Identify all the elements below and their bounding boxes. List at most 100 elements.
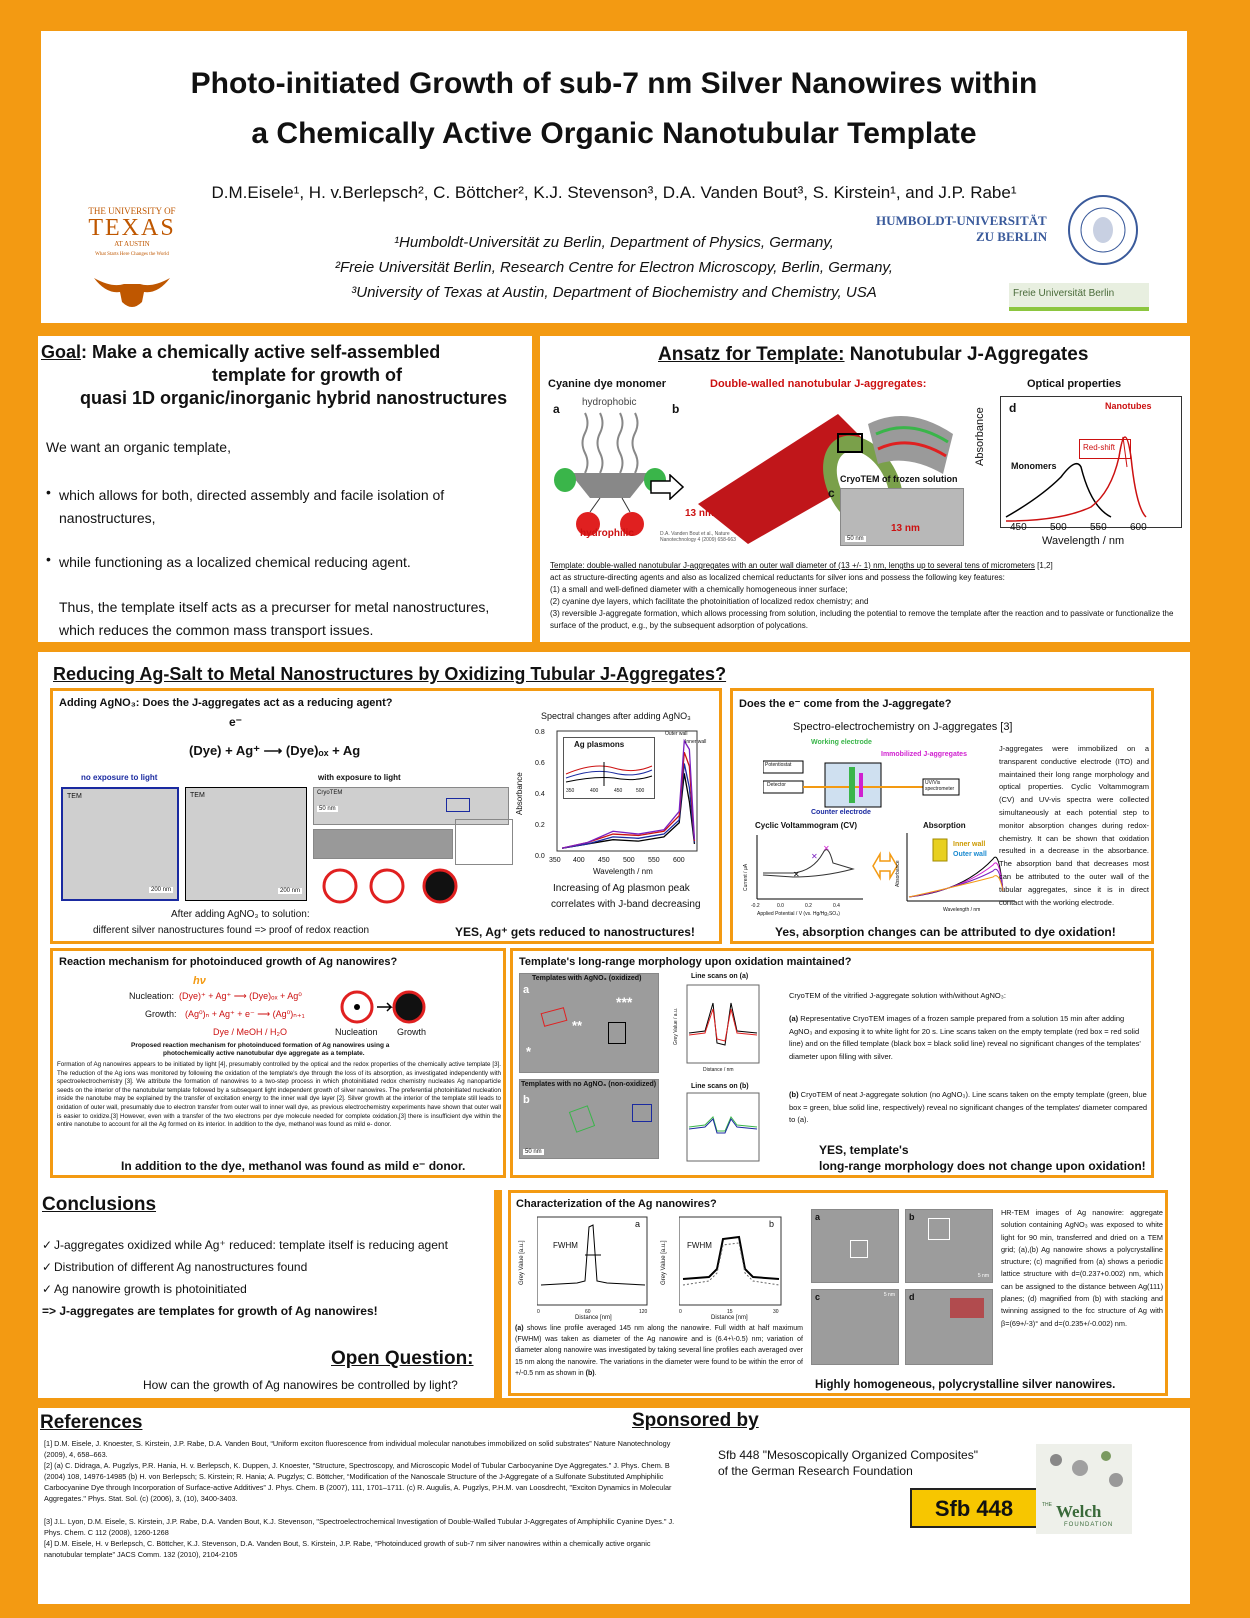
morph-b-text: (b) CryoTEM of neat J-aggregate solution…	[789, 1090, 1148, 1124]
conclusions-heading: Conclusions	[42, 1194, 157, 1215]
spec-ytick-3: 0.6	[535, 760, 545, 767]
check-icon-3: ✓	[42, 1282, 53, 1296]
cv-xlabel: Applied Potential / V (vs. Hg/Hg₂SO₄)	[757, 911, 840, 917]
reducing-panel: Reducing Ag-Salt to Metal Nanostructures…	[38, 652, 1190, 1190]
affiliation-3: ³University of Texas at Austin, Departme…	[351, 284, 877, 301]
lattice-markers	[950, 1298, 984, 1318]
char-b-xtick-5: 15	[727, 1309, 733, 1315]
ag-plasmon-inset-curves	[565, 762, 653, 786]
mechanism-title: Reaction mechanism for photoinduced grow…	[59, 956, 398, 968]
counter-electrode-label: Counter electrode	[811, 809, 871, 816]
absorption-label: Absorption	[923, 821, 966, 830]
cryotem-zoom-image	[313, 829, 453, 859]
header-panel: Photo-initiated Growth of sub-7 nm Silve…	[38, 28, 1190, 326]
nucleation-equation: (Dye)⁺ + Ag⁺ ⟶ (Dye)ₒₓ + Ag⁰	[179, 991, 302, 1001]
adding-agno3-box: Adding AgNO₃: Does the J-aggregates act …	[50, 688, 722, 944]
hrtem-image-c: c 5 nm	[811, 1289, 899, 1365]
cryotem-oxidized-image: Templates with AgNO₃ (oxidized) a *** **…	[519, 973, 659, 1073]
arrow-right-icon	[650, 474, 684, 500]
mechanism-conclusion: In addition to the dye, methanol was fou…	[121, 1159, 466, 1173]
increasing-line1: Increasing of Ag plasmon peak	[553, 883, 690, 894]
blue-box	[632, 1104, 652, 1122]
fwhm-label-b: FWHM	[687, 1241, 712, 1250]
cv-xtick-0: -0.2	[751, 903, 760, 909]
absorption-chart	[906, 833, 1015, 902]
affiliation-2: ²Freie Universität Berlin, Research Cent…	[335, 259, 893, 276]
cv-ylabel: Current / μA	[743, 863, 749, 891]
open-question-heading: Open Question:	[331, 1348, 474, 1369]
hrtem-zoom-box-a	[850, 1240, 868, 1258]
spectrum-series-0	[561, 773, 696, 849]
double-arrow-icon	[872, 851, 898, 881]
morph-ylabel: Grey Value / a.u.	[673, 1007, 679, 1045]
cyanine-monomer-diagram	[554, 412, 666, 536]
cryotem-image-with-light: CryoTEM 50 nm	[313, 787, 509, 825]
references-panel: References [1] D.M. Eisele, J. Knoester,…	[38, 1408, 1190, 1604]
label-double-walled: Double-walled nanotubular J-aggregates:	[710, 378, 927, 390]
cv-xtick-3: 0.4	[833, 903, 840, 909]
cryotem-image: 50 nm 13 nm	[840, 488, 964, 546]
spec-ytick-2: 0.4	[535, 791, 545, 798]
line-scans-b-label: Line scans on (b)	[691, 1083, 749, 1090]
humboldt-seal-icon	[1068, 195, 1138, 265]
morphology-box: Template's long-range morphology upon ox…	[510, 948, 1154, 1178]
char-a-xtick-0: 0	[537, 1309, 540, 1315]
cv-label: Cyclic Voltammogram (CV)	[755, 821, 858, 830]
nucleation-growth-diagram	[340, 990, 426, 1024]
spectro-title: Spectro-electrochemistry on J-aggregates…	[793, 721, 1013, 733]
line-scan-b-chart	[686, 1092, 760, 1162]
spec-ylabel: Absorbance	[515, 772, 524, 815]
fu-berlin-logo: Freie Universität Berlin	[1009, 283, 1149, 311]
ansatz-panel: Ansatz for Template: Nanotubular J-Aggre…	[540, 336, 1190, 642]
goal-heading-line3: quasi 1D organic/inorganic hybrid nanost…	[80, 388, 508, 408]
line-scan-a-chart	[686, 984, 760, 1064]
spec-xlabel: Wavelength / nm	[593, 867, 653, 876]
char-xlabel-b: Distance [nm]	[711, 1315, 748, 1321]
char-ylabel-b: Grey Value [a.u.]	[661, 1240, 667, 1285]
welch-foundation-logo: THE Welch FOUNDATION	[1036, 1444, 1132, 1534]
poster-title-line1: Photo-initiated Growth of sub-7 nm Silve…	[190, 67, 1038, 100]
goal-bullet-1: which allows for both, directed assembly…	[59, 487, 445, 526]
hrtem-image-d: d	[905, 1289, 993, 1365]
conclusions-panel: Conclusions ✓ J-aggregates oxidized whil…	[38, 1188, 494, 1398]
hrtem-image-b: b 5 nm	[905, 1209, 993, 1283]
line-scan-inset	[455, 819, 513, 865]
size-label-1: 13 nm	[685, 508, 714, 519]
sponsored-heading: Sponsored by	[632, 1410, 759, 1431]
hrtem-description: HR-TEM images of Ag nanowire: aggregate …	[1001, 1208, 1163, 1328]
welch-globe-icon	[1050, 1451, 1123, 1487]
mechanism-box: Reaction mechanism for photoinduced grow…	[50, 948, 506, 1178]
cryotem-scale: 50 nm	[845, 536, 866, 542]
char-a-xtick-3: 60	[585, 1309, 591, 1315]
hydrophilic-label: hydrophilic	[580, 528, 634, 539]
optical-xtick-0: 450	[1010, 522, 1027, 533]
sfb-logo: Sfb 448	[910, 1488, 1038, 1528]
spectroelectrochemistry-setup-diagram	[763, 760, 960, 808]
char-ylabel-a: Grey Value [a.u.]	[519, 1240, 525, 1285]
yes-ag-reduced: YES, Ag⁺ gets reduced to nanostructures!	[455, 925, 695, 939]
reference-4: [4] D.M. Eisele, H. v Berlepsch, C. Bött…	[44, 1539, 651, 1559]
cv-xtick-2: 0.2	[805, 903, 812, 909]
no-light-label: no exposure to light	[81, 773, 158, 782]
spec-xtick-2: 450	[598, 857, 610, 864]
mechanism-caption-2: photochemically active nanotubular dye a…	[163, 1050, 365, 1057]
label-optical: Optical properties	[1027, 378, 1122, 390]
spectrum-series-1	[561, 763, 696, 849]
spec-xtick-3: 500	[623, 857, 635, 864]
conclusion-2: Distribution of different Ag nanostructu…	[54, 1260, 308, 1274]
optical-xlabel: Wavelength / nm	[1042, 535, 1125, 547]
nucleation-label: Nucleation:	[129, 991, 175, 1001]
optical-xtick-3: 600	[1130, 522, 1147, 533]
fwhm-label-a: FWHM	[553, 1241, 578, 1250]
optical-xtick-1: 500	[1050, 522, 1067, 533]
uvvis-label: UV/Vis spectrometer	[925, 780, 955, 792]
electron-source-box: Does the e⁻ come from the J-aggregate? S…	[730, 688, 1154, 944]
panel-c-label: c	[828, 486, 835, 500]
cryotem-highlight-box	[446, 798, 470, 812]
growth-label: Growth:	[145, 1009, 177, 1019]
inner-wall-label: Inner wall	[685, 739, 707, 745]
char-b-xtick-0: 0	[679, 1309, 682, 1315]
inner-wall-legend: Inner wall	[953, 841, 986, 848]
hrtem-image-a: a	[811, 1209, 899, 1283]
spec-xtick-1: 400	[573, 857, 585, 864]
